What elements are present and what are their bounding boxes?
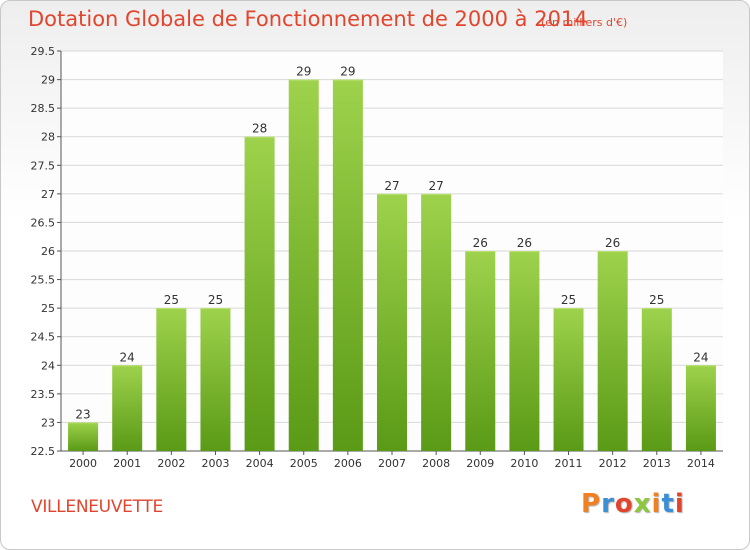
logo-letter: x (633, 489, 652, 519)
x-tick-label-2003: 2003 (201, 457, 229, 470)
x-tick-label-2014: 2014 (687, 457, 715, 470)
logo-letter: r (601, 489, 615, 519)
bar-2006 (332, 79, 363, 452)
x-tick-label-2008: 2008 (422, 457, 450, 470)
x-tick-label-2011: 2011 (555, 457, 583, 470)
x-tick-label-2005: 2005 (290, 457, 318, 470)
data-label-2007: 27 (384, 179, 399, 193)
bar-2001 (112, 365, 143, 451)
data-label-2009: 26 (473, 236, 488, 250)
y-tick-label: 24.5 (31, 331, 56, 344)
y-tick-label: 23 (41, 416, 55, 429)
y-tick-label: 25.5 (31, 274, 56, 287)
y-tick-label: 29 (41, 74, 55, 87)
y-tick-label: 27 (41, 188, 55, 201)
data-label-2014: 24 (693, 350, 708, 364)
bar-2008 (421, 193, 452, 451)
data-label-2001: 24 (120, 350, 135, 364)
x-tick-label-2007: 2007 (378, 457, 406, 470)
data-label-2000: 23 (75, 407, 90, 421)
y-tick-label: 28 (41, 131, 55, 144)
data-label-2013: 25 (649, 293, 664, 307)
bar-2002 (156, 308, 187, 451)
data-label-2005: 29 (296, 65, 311, 79)
x-tick-label-2010: 2010 (510, 457, 538, 470)
y-tick-label: 28.5 (31, 102, 56, 115)
chart-title: Dotation Globale de Fonctionnement de 20… (28, 7, 588, 31)
data-label-2011: 25 (561, 293, 576, 307)
data-label-2010: 26 (517, 236, 532, 250)
logo-letter: o (614, 489, 634, 519)
logo-letter: t (661, 489, 675, 519)
logo-letter: i (674, 489, 685, 519)
x-tick-label-2001: 2001 (113, 457, 141, 470)
x-tick-label-2012: 2012 (599, 457, 627, 470)
data-label-2002: 25 (164, 293, 179, 307)
y-tick-label: 26 (41, 245, 55, 258)
bar-2009 (465, 251, 496, 451)
data-label-2003: 25 (208, 293, 223, 307)
bar-2010 (509, 251, 540, 451)
x-tick-label-2009: 2009 (466, 457, 494, 470)
logo-letter: P (581, 489, 602, 519)
y-tick-label: 24 (41, 359, 55, 372)
bar-2005 (288, 79, 319, 452)
commune-name: VILLENEUVETTE (31, 497, 163, 517)
bar-2012 (597, 251, 628, 451)
bar-2004 (244, 136, 275, 451)
y-tick-label: 27.5 (31, 159, 56, 172)
data-label-2008: 27 (428, 179, 443, 193)
y-tick-label: 25 (41, 302, 55, 315)
data-label-2012: 26 (605, 236, 620, 250)
x-tick-label-2006: 2006 (334, 457, 362, 470)
x-tick-label-2002: 2002 (157, 457, 185, 470)
data-label-2004: 28 (252, 122, 267, 136)
y-tick-label: 26.5 (31, 216, 56, 229)
bar-2011 (553, 308, 584, 451)
x-tick-label-2000: 2000 (69, 457, 97, 470)
y-tick-label: 22.5 (31, 445, 56, 458)
bar-2013 (641, 308, 672, 451)
bar-2007 (377, 193, 407, 451)
logo-letter: i (651, 489, 662, 519)
bar-2003 (200, 308, 231, 451)
bar-2000 (68, 422, 99, 451)
x-tick-label-2004: 2004 (246, 457, 274, 470)
data-label-2006: 29 (340, 65, 355, 79)
proxiti-logo: Proxiti (581, 489, 685, 519)
chart-unit: (en milliers d'€) (541, 16, 628, 29)
y-tick-label: 29.5 (31, 45, 56, 58)
bar-2014 (685, 365, 716, 451)
x-tick-label-2013: 2013 (643, 457, 671, 470)
y-tick-label: 23.5 (31, 388, 56, 401)
